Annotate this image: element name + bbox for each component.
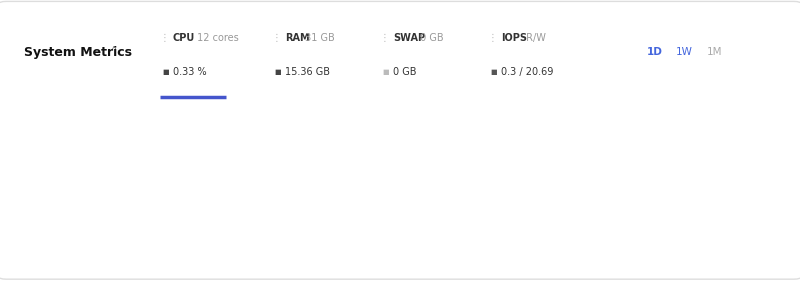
Text: SWAP: SWAP [393,33,425,43]
Text: 15.36 GB: 15.36 GB [285,67,330,77]
Text: ■: ■ [162,69,169,75]
Text: 1M: 1M [706,47,722,57]
Text: ⋮: ⋮ [380,33,390,43]
Text: ⋮: ⋮ [160,33,170,43]
Text: ˄: ˄ [110,46,117,59]
Text: 1W: 1W [676,47,693,57]
Text: 12 cores: 12 cores [194,33,238,43]
Text: 1D: 1D [646,47,662,57]
Text: ■: ■ [382,69,389,75]
Text: IOPS: IOPS [501,33,526,43]
Text: System Metrics: System Metrics [24,46,132,59]
Text: 0.33 %: 0.33 % [173,67,206,77]
Text: ■: ■ [274,69,281,75]
Text: 0.3 / 20.69: 0.3 / 20.69 [501,67,553,77]
Text: ■: ■ [490,69,497,75]
Text: 31 GB: 31 GB [302,33,335,43]
Text: 0 GB: 0 GB [417,33,443,43]
Text: 0 GB: 0 GB [393,67,416,77]
Text: ⋮: ⋮ [272,33,282,43]
Text: RAM: RAM [285,33,310,43]
Text: ⋮: ⋮ [488,33,498,43]
Text: R/W: R/W [523,33,546,43]
Text: CPU: CPU [173,33,195,43]
